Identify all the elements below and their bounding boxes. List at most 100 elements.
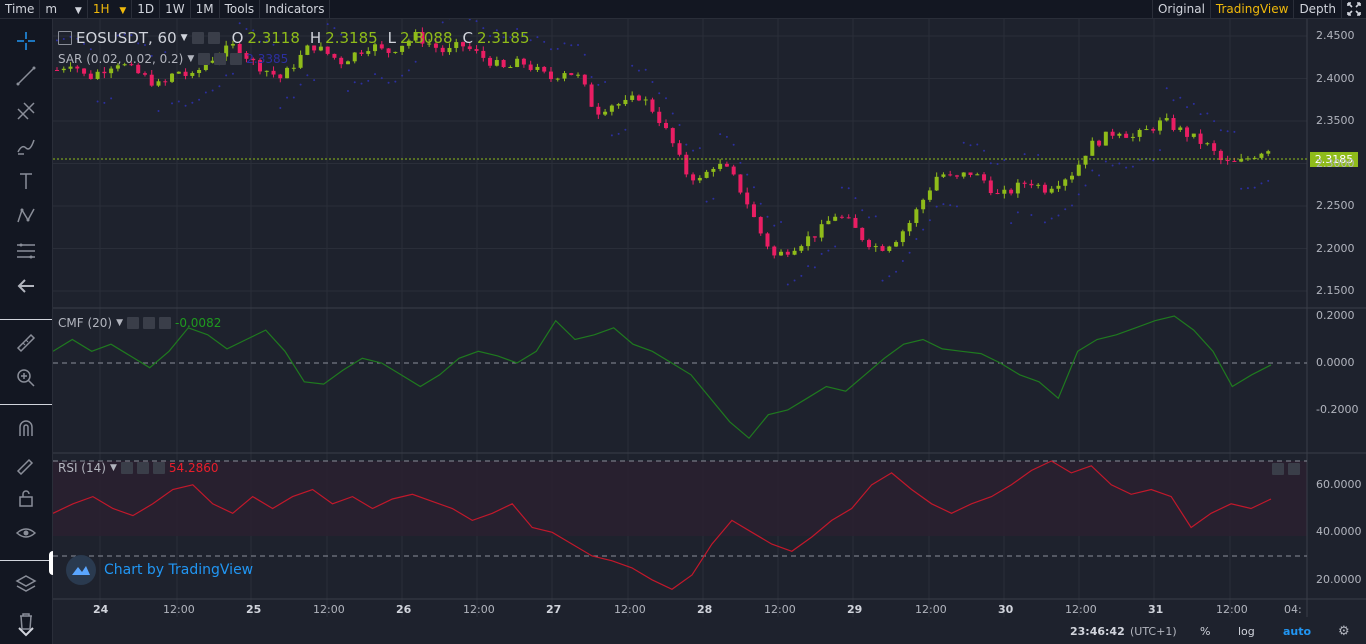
toolbar-divider [0, 560, 52, 561]
view-tradingview[interactable]: TradingView [1209, 0, 1294, 18]
visibility-icon[interactable] [127, 317, 140, 329]
candle-body [142, 73, 147, 75]
pencil-lock-icon[interactable] [12, 451, 40, 475]
sar-dot [874, 215, 877, 218]
close-icon[interactable] [159, 317, 172, 329]
crosshair-icon[interactable] [12, 29, 40, 53]
timezone[interactable]: (UTC+1) [1130, 624, 1177, 638]
time-tick-label: 31 [1148, 603, 1164, 616]
sar-dot [543, 40, 546, 43]
sar-dot [1125, 166, 1128, 169]
zoom-in-icon[interactable] [12, 366, 40, 390]
sar-dot [340, 33, 343, 36]
move-down-icon[interactable] [1288, 463, 1300, 475]
candle-body [1212, 143, 1217, 151]
interval-1d[interactable]: 1D [132, 0, 161, 18]
tradingview-watermark[interactable]: Chart by TradingView [66, 555, 253, 585]
candle-body [325, 46, 330, 54]
text-icon[interactable] [12, 169, 40, 193]
brush-icon[interactable] [12, 134, 40, 158]
candle-body [203, 62, 208, 70]
top-toolbar: Time m ▼ 1H ▼ 1D 1W 1M Tools Indicators … [0, 0, 1366, 19]
chart-canvas[interactable] [53, 19, 1366, 644]
symbol-label[interactable]: EOSUSDT, 60 [76, 29, 177, 47]
interval-1m[interactable]: 1M [191, 0, 220, 18]
candle-body [555, 78, 560, 80]
time-tick-label: 12:00 [764, 603, 796, 616]
candle-body [1015, 182, 1020, 194]
tools-menu[interactable]: Tools [220, 0, 261, 18]
minute-interval-dropdown[interactable]: m ▼ [40, 0, 88, 18]
sar-dot [563, 42, 566, 45]
candle-body [731, 166, 736, 175]
back-arrow-icon[interactable] [12, 274, 40, 298]
percent-toggle[interactable]: % [1200, 624, 1211, 638]
candle-body [1266, 151, 1271, 154]
move-up-icon[interactable] [1272, 463, 1284, 475]
interval-1h[interactable]: 1H ▼ [88, 0, 133, 18]
cmf-line [53, 315, 1272, 440]
sar-dot [489, 34, 492, 37]
eye-icon[interactable] [12, 521, 40, 545]
chart-background [53, 19, 1366, 644]
gear-icon[interactable] [207, 32, 220, 44]
close-icon[interactable] [152, 462, 165, 474]
gear-icon[interactable] [136, 462, 149, 474]
close-icon[interactable] [230, 53, 243, 65]
settings-icon[interactable] [191, 32, 204, 44]
layers-icon[interactable] [12, 572, 40, 596]
sar-dot [834, 245, 837, 248]
cmf-label[interactable]: CMF (20) [58, 316, 113, 330]
trend-line-icon[interactable] [12, 64, 40, 88]
sar-dot [820, 252, 823, 255]
candle-body [393, 51, 398, 53]
sar-dot [225, 74, 228, 77]
view-original[interactable]: Original [1151, 0, 1210, 18]
interval-1w[interactable]: 1W [160, 0, 191, 18]
fullscreen-icon[interactable] [1341, 0, 1366, 18]
visibility-icon[interactable] [120, 462, 133, 474]
candle-body [406, 40, 411, 46]
candle-body [332, 53, 337, 58]
log-toggle[interactable]: log [1238, 624, 1255, 638]
sar-dot [577, 43, 580, 46]
sar-dot [475, 20, 478, 23]
time-tick-label: 04: [1284, 603, 1302, 616]
gear-icon[interactable] [143, 317, 156, 329]
gear-icon[interactable] [214, 53, 227, 65]
sar-dot [137, 42, 140, 45]
time-menu[interactable]: Time [0, 0, 41, 18]
rsi-label[interactable]: RSI (14) [58, 461, 106, 475]
candle-body [1144, 129, 1149, 131]
trash-icon[interactable] [12, 609, 40, 633]
fib-retracement-icon[interactable] [12, 239, 40, 263]
chevron-down-icon[interactable] [12, 619, 40, 643]
sar-dot [583, 53, 586, 56]
candle-body [1205, 143, 1210, 145]
cmf-legend: CMF (20) ▼ -0.0082 [58, 316, 222, 330]
sar-dot [353, 81, 356, 84]
indicators-menu[interactable]: Indicators [260, 0, 331, 18]
price-tick-label: 2.1500 [1316, 284, 1355, 297]
gear-icon[interactable]: ⚙ [1338, 623, 1350, 639]
sar-dot [827, 249, 830, 252]
candle-body [853, 217, 858, 228]
sar-label[interactable]: SAR (0.02, 0.02, 0.2) [58, 52, 184, 66]
candle-body [345, 61, 350, 65]
collapse-legend-icon[interactable] [58, 31, 72, 45]
sar-dot [89, 48, 92, 51]
candle-body [237, 43, 242, 54]
pattern-icon[interactable] [12, 204, 40, 228]
pitchfork-icon[interactable] [12, 99, 40, 123]
visibility-icon[interactable] [198, 53, 211, 65]
auto-toggle[interactable]: auto [1283, 624, 1312, 638]
open-label: O [231, 29, 244, 47]
view-depth[interactable]: Depth [1293, 0, 1341, 18]
watermark-text: Chart by TradingView [104, 562, 254, 578]
ruler-icon[interactable] [12, 331, 40, 355]
cmf-tick-label: -0.2000 [1316, 403, 1359, 416]
candle-body [1029, 183, 1034, 186]
lock-icon[interactable] [12, 486, 40, 510]
sar-dot [171, 102, 174, 105]
magnet-icon[interactable] [12, 416, 40, 440]
